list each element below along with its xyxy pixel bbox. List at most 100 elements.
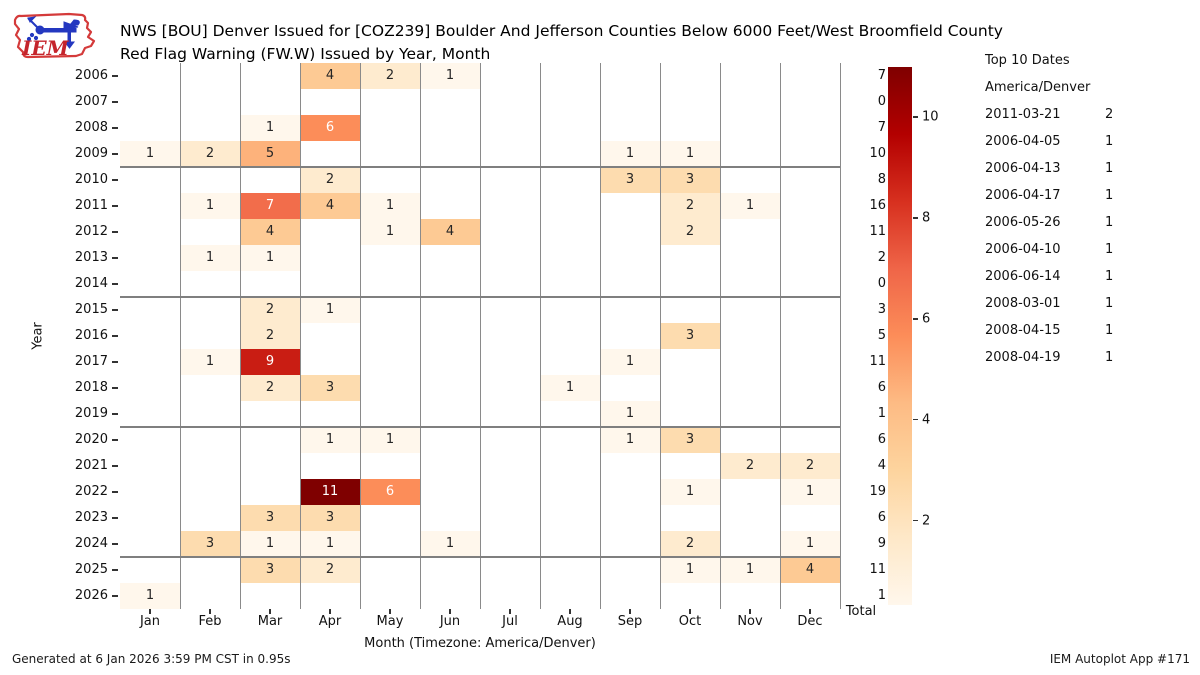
top10-count: 1 — [1105, 350, 1114, 365]
totals-column-value: 7 — [877, 120, 886, 135]
month-tick-label: May — [376, 614, 404, 629]
top10-count: 1 — [1105, 296, 1114, 311]
totals-column-value: 11 — [869, 562, 886, 577]
heatmap-cell: 1 — [240, 115, 300, 141]
x-tick — [449, 609, 451, 614]
heatmap-cell: 2 — [300, 167, 360, 193]
year-tick-label: 2024 — [74, 536, 108, 551]
heatmap-cell: 1 — [120, 141, 180, 167]
heatmap-cell: 2 — [240, 375, 300, 401]
x-tick — [809, 609, 811, 614]
heatmap-cell: 1 — [120, 583, 180, 609]
grid-line-vertical — [779, 63, 781, 609]
heatmap-cell: 4 — [300, 193, 360, 219]
heatmap-cell: 1 — [660, 479, 720, 505]
year-tick-label: 2023 — [74, 510, 108, 525]
heatmap-cell: 1 — [300, 297, 360, 323]
heatmap-cell: 4 — [300, 63, 360, 89]
totals-column-value: 2 — [877, 250, 886, 265]
x-tick — [509, 609, 511, 614]
heatmap-cell: 1 — [660, 557, 720, 583]
top10-date: 2006-06-14 — [985, 269, 1061, 284]
top10-entry: 2008-03-01 1 — [985, 290, 1185, 317]
top10-date: 2006-04-13 — [985, 161, 1061, 176]
heatmap-cell: 1 — [240, 531, 300, 557]
y-tick — [112, 335, 118, 337]
year-tick-label: 2015 — [74, 302, 108, 317]
heatmap-cell: 1 — [720, 193, 780, 219]
x-axis-title: Month (Timezone: America/Denver) — [364, 636, 596, 651]
top10-entry: 2008-04-19 1 — [985, 344, 1185, 371]
x-tick — [569, 609, 571, 614]
heatmap-cell: 3 — [660, 427, 720, 453]
heatmap-cell: 2 — [180, 141, 240, 167]
top10-entry: 2006-04-13 1 — [985, 155, 1185, 182]
year-tick-label: 2014 — [74, 276, 108, 291]
year-tick-label: 2021 — [74, 458, 108, 473]
heatmap-cell: 1 — [240, 245, 300, 271]
month-tick-label: Mar — [257, 614, 283, 629]
grid-line-vertical — [659, 63, 661, 609]
top10-entry: 2006-04-10 1 — [985, 236, 1185, 263]
heatmap-cell: 9 — [240, 349, 300, 375]
heatmap-cell: 3 — [240, 557, 300, 583]
top10-panel: Top 10 Dates America/Denver 2011-03-21 2 2… — [985, 47, 1185, 371]
totals-column-value: 0 — [877, 94, 886, 109]
top10-date: 2006-05-26 — [985, 215, 1061, 230]
y-tick — [112, 101, 118, 103]
y-tick — [112, 595, 118, 597]
top10-title: Top 10 Dates — [985, 53, 1070, 68]
row-separator — [120, 426, 840, 428]
top10-count: 1 — [1105, 242, 1114, 257]
y-tick — [112, 465, 118, 467]
heatmap-cell: 1 — [180, 349, 240, 375]
heatmap-cell: 5 — [240, 141, 300, 167]
colorbar-tick — [913, 318, 918, 320]
grid-line-vertical — [359, 63, 361, 609]
top10-entry: 2011-03-21 2 — [985, 101, 1185, 128]
heatmap-cell: 2 — [660, 193, 720, 219]
colorbar-gradient — [888, 67, 912, 605]
totals-column-value: 1 — [877, 406, 886, 421]
top10-count: 1 — [1105, 134, 1114, 149]
iowa-outline-logo-icon: IEM — [13, 12, 96, 60]
heatmap-cell: 2 — [780, 453, 840, 479]
year-tick-label: 2017 — [74, 354, 108, 369]
month-tick-label: Jan — [139, 614, 161, 629]
heatmap-cell: 1 — [600, 349, 660, 375]
footer-app-text: IEM Autoplot App #171 — [1049, 652, 1190, 666]
chart-title-line1: NWS [BOU] Denver Issued for [COZ239] Bou… — [120, 22, 1003, 40]
iem-logo-text: IEM — [21, 36, 70, 60]
heatmap-cell: 2 — [720, 453, 780, 479]
heatmap-cell: 2 — [300, 557, 360, 583]
heatmap-cell: 3 — [240, 505, 300, 531]
totals-column-value: 7 — [877, 68, 886, 83]
year-tick-label: 2012 — [74, 224, 108, 239]
year-tick-label: 2016 — [74, 328, 108, 343]
heatmap-cell: 6 — [360, 479, 420, 505]
footer-generated-text: Generated at 6 Jan 2026 3:59 PM CST in 0… — [12, 652, 291, 666]
year-tick-label: 2013 — [74, 250, 108, 265]
totals-column-value: 10 — [869, 146, 886, 161]
y-tick — [112, 387, 118, 389]
totals-column-value: 5 — [877, 328, 886, 343]
x-tick — [149, 609, 151, 614]
top10-date: 2006-04-05 — [985, 134, 1061, 149]
heatmap-cell: 1 — [180, 245, 240, 271]
heatmap-cell: 3 — [660, 323, 720, 349]
heatmap-cell: 1 — [600, 401, 660, 427]
y-tick — [112, 309, 118, 311]
top10-date: 2011-03-21 — [985, 107, 1061, 122]
top10-entry: 2006-06-14 1 — [985, 263, 1185, 290]
year-tick-label: 2025 — [74, 562, 108, 577]
x-tick — [209, 609, 211, 614]
heatmap-cell: 2 — [660, 219, 720, 245]
heatmap-cell: 1 — [540, 375, 600, 401]
x-tick — [749, 609, 751, 614]
year-tick-label: 2006 — [74, 68, 108, 83]
x-tick — [329, 609, 331, 614]
totals-column-value: 6 — [877, 510, 886, 525]
heatmap-cell: 1 — [660, 141, 720, 167]
